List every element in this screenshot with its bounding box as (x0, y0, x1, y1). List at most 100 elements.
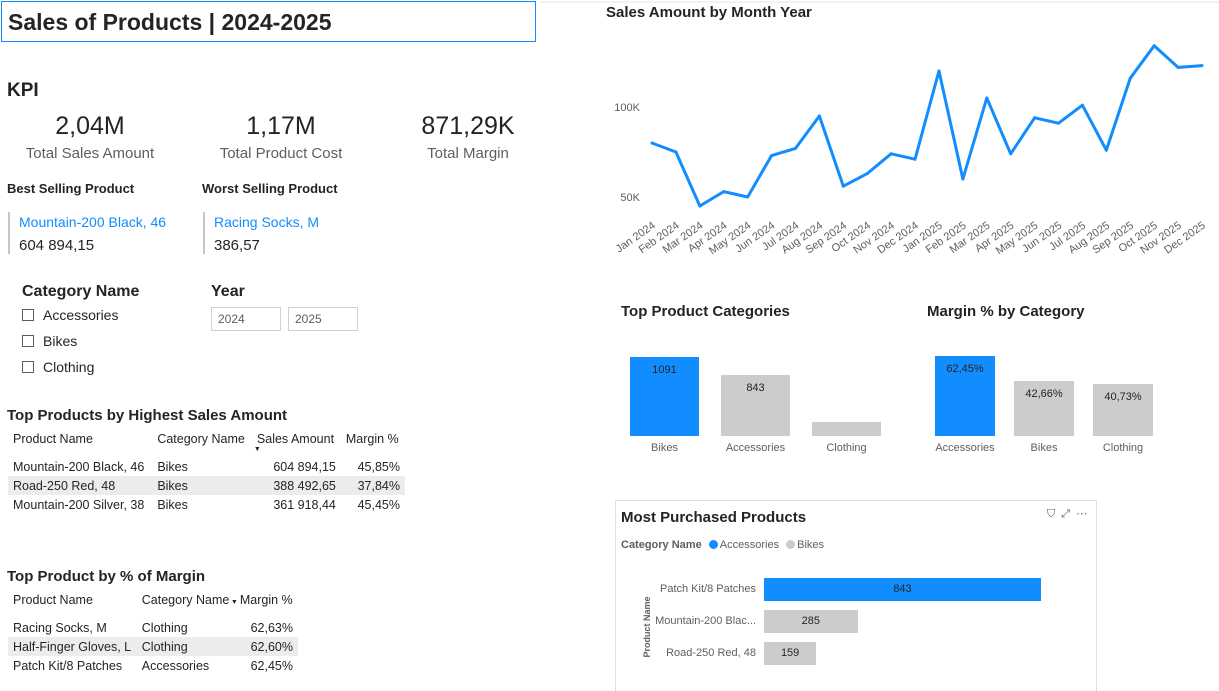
series-line[interactable] (651, 44, 1203, 208)
data-point[interactable] (1128, 76, 1132, 80)
option-label: Bikes (43, 333, 78, 349)
kpi-label: Total Sales Amount (25, 145, 155, 162)
data-point[interactable] (746, 195, 750, 199)
column-header-sorted[interactable]: Sales Amount ▼ (252, 427, 341, 454)
category-slicer: Accessories Bikes Clothing (22, 306, 118, 376)
table-row[interactable]: Racing Socks, M Clothing 62,63% (8, 615, 298, 637)
data-point[interactable] (793, 146, 797, 150)
table-row[interactable]: Half-Finger Gloves, L Clothing 62,60% (8, 637, 298, 656)
data-point[interactable] (961, 177, 965, 181)
cell-margin: 62,63% (250, 620, 293, 635)
filter-icon[interactable]: ⛉ (1047, 508, 1062, 520)
line-chart-title: Sales Amount by Month Year (606, 4, 812, 21)
data-point[interactable] (770, 154, 774, 158)
most-purchased-bar-chart[interactable]: Patch Kit/8 Patches 843 Mountain-200 Blac.… (640, 572, 1090, 682)
category-option-accessories[interactable]: Accessories (22, 306, 118, 324)
bar[interactable] (764, 578, 1041, 601)
top-sales-table-title: Top Products by Highest Sales Amount (7, 407, 288, 424)
kpi-value: 2,04M (55, 112, 125, 140)
column-header[interactable]: Category Name (141, 593, 230, 607)
checkbox[interactable] (22, 309, 34, 321)
bar[interactable] (1014, 381, 1074, 436)
data-point[interactable] (889, 152, 893, 156)
card-accent-bar (203, 212, 205, 254)
legend-dot (786, 540, 796, 549)
kpi-label: Total Product Cost (219, 145, 343, 162)
column-header-sorted[interactable]: Margin % ▼ (231, 588, 298, 615)
focus-mode-icon[interactable]: ⤢ (1061, 508, 1077, 520)
margin-by-category-bar-chart[interactable]: 62,45% Accessories 42,66% Bikes 40,73% Clothi… (935, 340, 1205, 470)
data-point[interactable] (1009, 152, 1013, 156)
legend-item-bikes[interactable]: Bikes (786, 539, 824, 551)
category-slicer-title: Category Name (22, 283, 140, 300)
table-row[interactable]: Mountain-200 Black, 46 Bikes 604 894,15 … (8, 454, 405, 476)
data-point[interactable] (674, 150, 678, 154)
data-point[interactable] (937, 69, 941, 73)
bar[interactable] (1093, 383, 1153, 436)
year-from-input[interactable]: 2024 (211, 307, 281, 331)
bar[interactable] (935, 356, 995, 436)
legend-title: Category Name (621, 539, 702, 551)
data-point[interactable] (722, 190, 726, 194)
column-header[interactable]: Category Name (157, 432, 245, 446)
chart-legend: Category Name Accessories Bikes (621, 539, 824, 551)
category-option-bikes[interactable]: Bikes (22, 332, 118, 350)
y-tick-label: 100K (614, 102, 640, 114)
category-label: Clothing (1102, 442, 1144, 454)
data-label: 62,45% (946, 363, 984, 375)
top-categories-bar-chart[interactable]: 1091 Bikes 843 Accessories Clothing (630, 340, 930, 470)
data-point[interactable] (1033, 116, 1037, 120)
checkbox[interactable] (22, 335, 34, 347)
cell-margin: 62,45% (250, 658, 293, 673)
year-to-input[interactable]: 2025 (288, 307, 358, 331)
margin-by-category-title: Margin % by Category (927, 303, 1085, 320)
data-point[interactable] (1152, 44, 1156, 48)
data-point[interactable] (698, 204, 702, 208)
cell-category: Clothing (141, 620, 188, 635)
data-point[interactable] (865, 172, 869, 176)
bar[interactable] (630, 357, 699, 436)
column-header[interactable]: Margin % (345, 432, 399, 446)
kpi-value: 871,29K (421, 112, 515, 140)
kpi-card-margin: 871,29K Total Margin (378, 112, 558, 162)
cell-category: Bikes (157, 459, 188, 474)
data-point[interactable] (985, 96, 989, 100)
cell-margin: 45,85% (357, 459, 400, 474)
legend-item-accessories[interactable]: Accessories (708, 539, 779, 551)
checkbox[interactable] (22, 361, 34, 373)
data-point[interactable] (1200, 64, 1204, 68)
data-point[interactable] (1057, 121, 1061, 125)
data-point[interactable] (1104, 148, 1108, 152)
table-row[interactable]: Road-250 Red, 48 Bikes 388 492,65 37,84% (8, 476, 405, 495)
data-point[interactable] (913, 157, 917, 161)
kpi-value: 1,17M (246, 112, 316, 140)
cell-product: Half-Finger Gloves, L (8, 637, 137, 656)
table-row[interactable]: Mountain-200 Silver, 38 Bikes 361 918,44… (8, 495, 405, 514)
worst-product-name[interactable]: Racing Socks, M (214, 214, 320, 230)
column-header[interactable]: Product Name (13, 593, 93, 607)
visual-header-icons: ⛉⤢⋯ (1047, 507, 1093, 521)
data-point[interactable] (817, 114, 821, 118)
bar[interactable] (812, 421, 881, 436)
best-product-name[interactable]: Mountain-200 Black, 46 (19, 214, 167, 230)
column-header[interactable]: Product Name (13, 432, 93, 446)
cell-sales: 388 492,65 (251, 476, 341, 495)
top-categories-title: Top Product Categories (621, 303, 790, 320)
bar[interactable] (721, 374, 790, 436)
table-row[interactable]: Patch Kit/8 Patches Accessories 62,45% (8, 656, 298, 675)
data-point[interactable] (650, 141, 654, 145)
category-option-clothing[interactable]: Clothing (22, 358, 118, 376)
data-point[interactable] (841, 184, 845, 188)
cell-category: Clothing (136, 637, 235, 656)
category-label: Clothing (826, 442, 867, 454)
option-label: Accessories (43, 307, 119, 323)
more-options-icon[interactable]: ⋯ (1076, 508, 1094, 520)
data-point[interactable] (1176, 65, 1180, 69)
data-label: 285 (801, 615, 820, 627)
cell-sales: 361 918,44 (273, 497, 336, 512)
bar[interactable] (764, 642, 817, 665)
bar[interactable] (764, 610, 858, 633)
data-point[interactable] (1080, 103, 1084, 107)
column-header-label: Sales Amount (256, 432, 335, 446)
